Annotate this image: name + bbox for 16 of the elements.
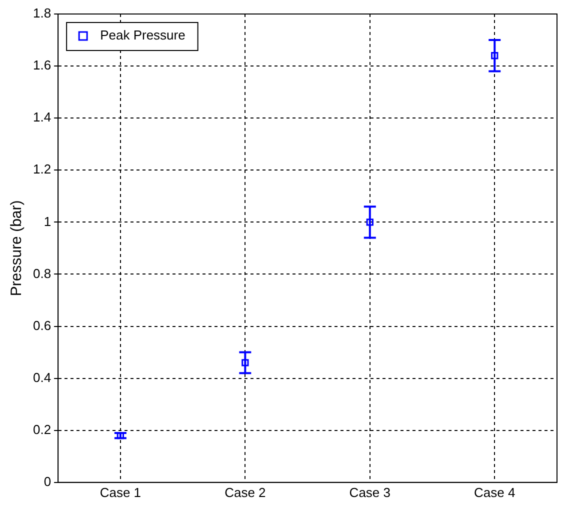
y-tick-label: 0 bbox=[44, 474, 52, 489]
legend-label: Peak Pressure bbox=[100, 28, 186, 43]
y-tick-label: 1.2 bbox=[32, 162, 52, 177]
x-tick-label: Case 2 bbox=[224, 484, 266, 500]
x-tick-label: Case 1 bbox=[100, 484, 142, 500]
y-tick-label: 0.8 bbox=[32, 266, 52, 281]
y-tick-label: 0.2 bbox=[32, 422, 52, 437]
y-tick-label: 1.8 bbox=[32, 6, 52, 21]
x-tick-label: Case 3 bbox=[349, 484, 391, 500]
y-tick-label: 0.4 bbox=[32, 370, 52, 385]
y-axis-title: Pressure (bar) bbox=[8, 200, 26, 296]
x-tick-label: Case 4 bbox=[474, 484, 516, 500]
y-tick-label: 0.6 bbox=[32, 318, 52, 333]
y-tick-label: 1 bbox=[44, 214, 52, 229]
y-tick-label: 1.4 bbox=[32, 110, 52, 125]
y-tick-label: 1.6 bbox=[32, 58, 52, 73]
